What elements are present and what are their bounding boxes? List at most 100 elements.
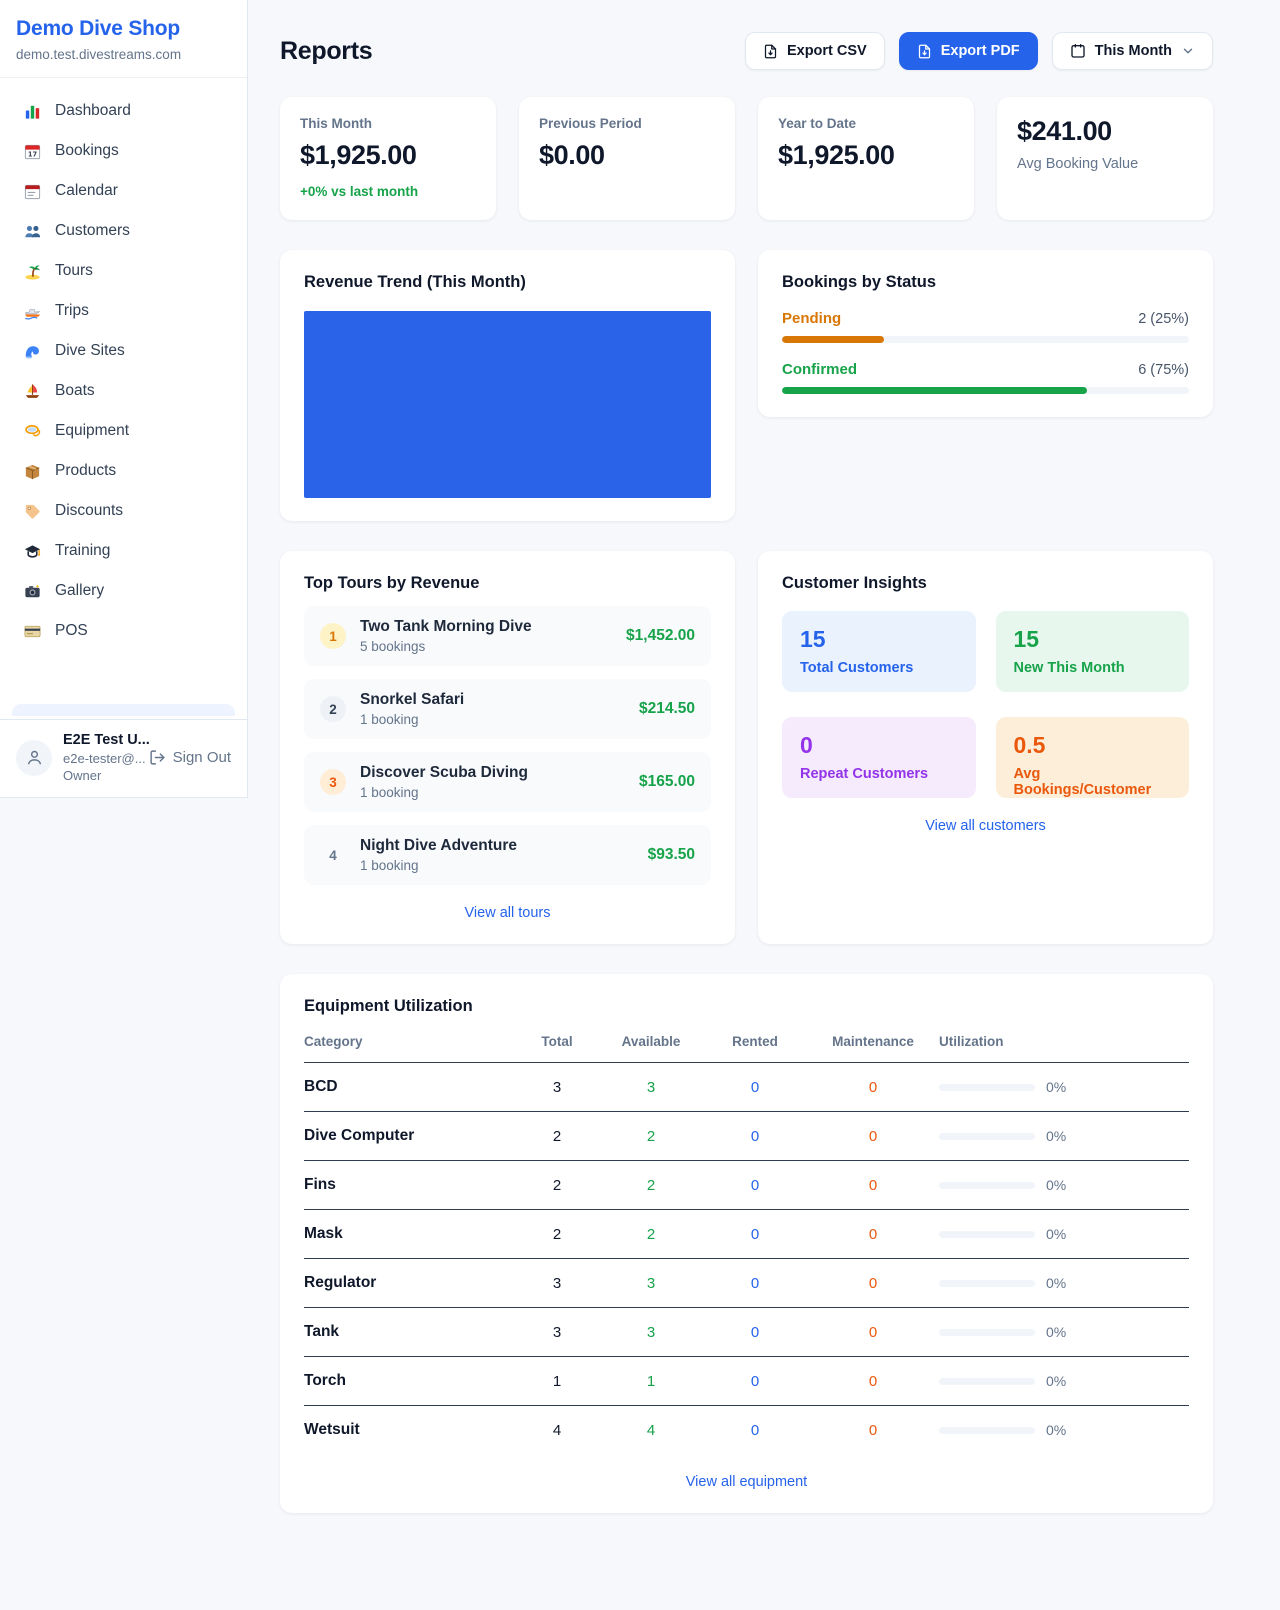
sidebar-item-customers[interactable]: Customers xyxy=(12,211,235,251)
stat-value: $1,925.00 xyxy=(778,140,895,170)
view-all-customers-link[interactable]: View all customers xyxy=(925,818,1046,834)
cell-available: 4 xyxy=(646,1421,656,1439)
cell-utilization: 0% xyxy=(939,1226,1189,1242)
sign-out-icon xyxy=(150,750,165,765)
sign-out-button[interactable]: Sign Out xyxy=(149,749,231,766)
page-title: Reports xyxy=(280,36,373,65)
sidebar-item-label: Tours xyxy=(55,262,93,279)
column-header: Rented xyxy=(732,1034,778,1049)
insight-value: 15 xyxy=(1013,626,1040,652)
sidebar-item-boats[interactable]: Boats xyxy=(12,371,235,411)
insights-grid: 15 Total Customers 15 New This Month 0 R… xyxy=(782,611,1189,798)
shop-domain: demo.test.divestreams.com xyxy=(16,47,182,62)
sidebar-item-dashboard[interactable]: Dashboard xyxy=(12,91,235,131)
table-header-row: Category Total Available Rented Maintena… xyxy=(304,1030,1189,1063)
progress-fill-pending xyxy=(782,336,884,343)
tour-bookings: 1 booking xyxy=(360,858,419,873)
sidebar-item-pos[interactable]: POS xyxy=(12,611,235,651)
status-count: 2 (25%) xyxy=(1138,311,1189,327)
sidebar-item-discounts[interactable]: Discounts xyxy=(12,491,235,531)
stat-label: Avg Booking Value xyxy=(1017,156,1139,172)
sidebar-item-label: POS xyxy=(55,622,88,639)
status-label: Confirmed xyxy=(782,361,857,378)
equipment-table: Category Total Available Rented Maintena… xyxy=(304,1030,1189,1454)
period-dropdown[interactable]: This Month xyxy=(1051,32,1213,70)
graduation-icon xyxy=(22,541,42,561)
sidebar-item-trips[interactable]: Trips xyxy=(12,291,235,331)
cell-total: 2 xyxy=(552,1225,562,1243)
revenue-trend-card: Revenue Trend (This Month) xyxy=(280,250,735,521)
bookings-by-status-title: Bookings by Status xyxy=(782,273,937,291)
sidebar-item-tours[interactable]: Tours xyxy=(12,251,235,291)
sidebar-item-gallery[interactable]: Gallery xyxy=(12,571,235,611)
top-tours-card: Top Tours by Revenue 1 Two Tank Morning … xyxy=(280,551,735,944)
cell-rented: 0 xyxy=(750,1078,760,1096)
status-count: 6 (75%) xyxy=(1138,362,1189,378)
stat-label: Previous Period xyxy=(539,116,642,131)
dive-mask-icon xyxy=(22,421,42,441)
tour-bookings: 5 bookings xyxy=(360,639,426,654)
top-tours-title: Top Tours by Revenue xyxy=(304,574,480,592)
tour-amount: $93.50 xyxy=(647,846,695,863)
view-all-tours-link[interactable]: View all tours xyxy=(464,905,551,921)
cell-category: Dive Computer xyxy=(304,1127,415,1144)
rank-badge: 4 xyxy=(329,847,337,863)
cell-total: 3 xyxy=(552,1078,562,1096)
cell-category: Mask xyxy=(304,1225,343,1242)
sidebar-item-label: Customers xyxy=(55,222,130,239)
stat-value: $0.00 xyxy=(539,140,605,170)
sidebar-item-bookings[interactable]: 17 Bookings xyxy=(12,131,235,171)
sailboat-icon xyxy=(22,381,42,401)
sidebar-nav: Dashboard 17 Bookings Calendar Customers… xyxy=(0,78,247,664)
equipment-utilization-card: Equipment Utilization Category Total Ava… xyxy=(280,974,1213,1513)
export-pdf-button[interactable]: Export PDF xyxy=(898,32,1038,70)
user-name: E2E Test U... xyxy=(63,732,150,749)
column-header: Available xyxy=(621,1034,681,1049)
cell-available: 1 xyxy=(646,1372,656,1390)
insight-label: New This Month xyxy=(1013,660,1125,676)
cell-rented: 0 xyxy=(750,1225,760,1243)
insight-value: 0.5 xyxy=(1013,732,1046,758)
cell-rented: 0 xyxy=(750,1323,760,1341)
cell-rented: 0 xyxy=(750,1274,760,1292)
stat-label: This Month xyxy=(300,116,372,131)
sidebar-item-products[interactable]: Products xyxy=(12,451,235,491)
stat-card-this-month: This Month $1,925.00 +0% vs last month xyxy=(280,97,496,220)
sidebar-item-equipment[interactable]: Equipment xyxy=(12,411,235,451)
sidebar-item-label: Training xyxy=(55,542,111,559)
sidebar-item-label: Discounts xyxy=(55,502,124,519)
cell-category: Fins xyxy=(304,1176,336,1193)
sidebar-item-label: Trips xyxy=(55,302,89,319)
sidebar-item-dive-sites[interactable]: Dive Sites xyxy=(12,331,235,371)
insight-label: Avg Bookings/Customer xyxy=(1013,766,1152,798)
customer-insights-card: Customer Insights 15 Total Customers 15 … xyxy=(758,551,1213,944)
sidebar-item-calendar[interactable]: Calendar xyxy=(12,171,235,211)
status-row-pending: Pending 2 (25%) xyxy=(782,310,1189,343)
view-all-equipment-link[interactable]: View all equipment xyxy=(685,1474,808,1490)
sidebar-item-training[interactable]: Training xyxy=(12,531,235,571)
cell-utilization: 0% xyxy=(939,1422,1189,1438)
sidebar: Demo Dive Shop demo.test.divestreams.com… xyxy=(0,0,248,798)
wave-icon xyxy=(22,341,42,361)
cell-total: 1 xyxy=(552,1372,562,1390)
package-icon xyxy=(22,461,42,481)
user-info: E2E Test U... e2e-tester@... Owner xyxy=(63,731,150,784)
shop-name: Demo Dive Shop xyxy=(16,17,181,40)
tour-bookings: 1 booking xyxy=(360,785,419,800)
cell-available: 3 xyxy=(646,1078,656,1096)
export-csv-button[interactable]: Export CSV xyxy=(744,32,885,70)
insight-value: 0 xyxy=(800,732,813,758)
tour-amount: $1,452.00 xyxy=(626,627,695,644)
cell-available: 3 xyxy=(646,1274,656,1292)
insight-repeat-customers: 0 Repeat Customers xyxy=(782,717,976,798)
insight-value: 15 xyxy=(800,626,826,652)
revenue-trend-chart xyxy=(304,311,711,498)
file-download-icon xyxy=(918,44,930,58)
column-header: Category xyxy=(304,1034,363,1049)
sign-out-label: Sign Out xyxy=(172,749,231,767)
cell-utilization: 0% xyxy=(939,1324,1189,1340)
tour-amount: $165.00 xyxy=(638,773,695,790)
sidebar-item-label: Calendar xyxy=(55,182,118,199)
user-email: e2e-tester@... xyxy=(63,750,146,766)
avatar xyxy=(16,739,52,776)
